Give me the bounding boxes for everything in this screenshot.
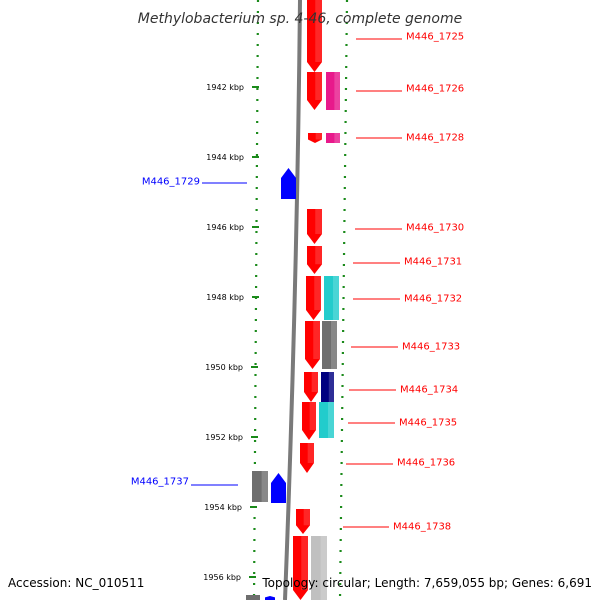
- gene-label[interactable]: M446_1732: [404, 294, 462, 305]
- ring-guide-left: [252, 0, 260, 600]
- gene-label[interactable]: M446_1728: [406, 133, 464, 144]
- scale-label: 1942 kbp: [206, 83, 244, 92]
- genome-backbone: [283, 0, 302, 600]
- gene-arrow-m446-1726-shade: [315, 72, 322, 100]
- gene-label[interactable]: M446_1726: [406, 84, 464, 95]
- gene-arrow-m446-1730[interactable]: [307, 209, 322, 244]
- scale-label: 1946 kbp: [206, 223, 244, 232]
- gene-arrow-m446-1729[interactable]: [281, 168, 296, 199]
- gene-arrow-m446-1736[interactable]: [300, 443, 314, 473]
- gene-arrow-m446-1735-shade: [309, 402, 316, 430]
- scale-label: 1952 kbp: [205, 433, 243, 442]
- domain-block-gray-shade: [331, 321, 337, 369]
- gene-arrow-m446-1731[interactable]: [307, 246, 322, 274]
- gene-label[interactable]: M446_1729: [142, 177, 200, 188]
- gene-label[interactable]: M446_1734: [400, 385, 458, 396]
- scale-label: 1948 kbp: [206, 293, 244, 302]
- domain-block-cyan-2[interactable]: [319, 402, 334, 438]
- domain-block-magenta-small-shade: [334, 133, 340, 143]
- scale-label: 1956 kbp: [203, 573, 241, 582]
- gene-arrow-m446-1728[interactable]: [308, 133, 322, 143]
- domain-block-cyan-shade: [333, 276, 339, 320]
- scale-label: 1954 kbp: [204, 503, 242, 512]
- topology-text: Topology: circular; Length: 7,659,055 bp…: [261, 576, 592, 590]
- gene-label[interactable]: M446_1733: [402, 342, 460, 353]
- domain-block-lightgray-shade: [320, 536, 327, 600]
- gene-arrow-m446-1734-shade: [311, 372, 318, 392]
- gene-label[interactable]: M446_1737: [131, 477, 189, 488]
- gene-arrow-m446-1726[interactable]: [307, 72, 322, 110]
- domain-block-gray[interactable]: [322, 321, 337, 369]
- gene-arrow-m446-1737[interactable]: [271, 473, 286, 503]
- gene-label[interactable]: M446_1731: [404, 257, 462, 268]
- scale-label: 1944 kbp: [206, 153, 244, 162]
- gene-labels: M446_1725 M446_1726 M446_1728 M446_1729 M446…: [131, 32, 464, 533]
- domain-block-navy-shade: [328, 372, 334, 402]
- gene-arrow-m446-1738-shade: [303, 509, 310, 526]
- gene-label[interactable]: M446_1736: [397, 458, 455, 469]
- gene-arrow-m446-1732-shade: [314, 276, 321, 310]
- gene-arrow-m446-1731-shade: [315, 246, 322, 265]
- gene-arrow-m446-1730-shade: [315, 209, 322, 234]
- domain-block-navy[interactable]: [321, 372, 334, 402]
- domain-block-cyan-2-shade: [328, 402, 334, 438]
- gene-arrow-m446-1733[interactable]: [305, 321, 320, 369]
- scale-label: 1950 kbp: [205, 363, 243, 372]
- gene-arrow-m446-1733-shade: [313, 321, 320, 359]
- gene-features: [246, 0, 340, 600]
- domain-block-cyan[interactable]: [324, 276, 339, 320]
- gene-arrow-m446-1734[interactable]: [304, 372, 318, 402]
- gene-arrow-m446-1738[interactable]: [296, 509, 310, 534]
- gene-arrow-m446-1739-shade: [301, 536, 308, 590]
- domain-block-magenta-shade: [334, 72, 340, 110]
- gene-arrow-m446-1732[interactable]: [306, 276, 321, 320]
- domain-block-gray-2[interactable]: [252, 471, 268, 502]
- domain-block-magenta-small[interactable]: [326, 133, 340, 143]
- gene-arrow-m446-1725-shade: [315, 0, 322, 62]
- partial-block: [246, 595, 260, 600]
- gene-label[interactable]: M446_1725: [406, 32, 464, 43]
- domain-block-magenta[interactable]: [326, 72, 340, 110]
- gene-arrow-m446-1728-shade: [315, 133, 322, 140]
- gene-arrow-m446-1736-shade: [307, 443, 314, 463]
- ring-guides: [252, 0, 349, 600]
- gene-arrow-m446-1735[interactable]: [302, 402, 316, 440]
- domain-block-gray-2-shade: [261, 471, 268, 502]
- kbp-scale: 1942 kbp 1944 kbp 1946 kbp 1948 kbp 1950 kbp…: [203, 83, 259, 582]
- gene-arrow-m446-1725[interactable]: [307, 0, 322, 72]
- gene-label[interactable]: M446_1735: [399, 418, 457, 429]
- domain-block-lightgray[interactable]: [311, 536, 327, 600]
- ring-guide-right: [338, 0, 349, 600]
- accession-text: Accession: NC_010511: [8, 576, 144, 590]
- gene-label[interactable]: M446_1738: [393, 522, 451, 533]
- gene-label[interactable]: M446_1730: [406, 223, 464, 234]
- gene-arrow-m446-1739[interactable]: [293, 536, 308, 600]
- partial-blue-gene[interactable]: [265, 596, 275, 600]
- map-title: Methylobacterium sp. 4-46, complete geno…: [138, 11, 462, 27]
